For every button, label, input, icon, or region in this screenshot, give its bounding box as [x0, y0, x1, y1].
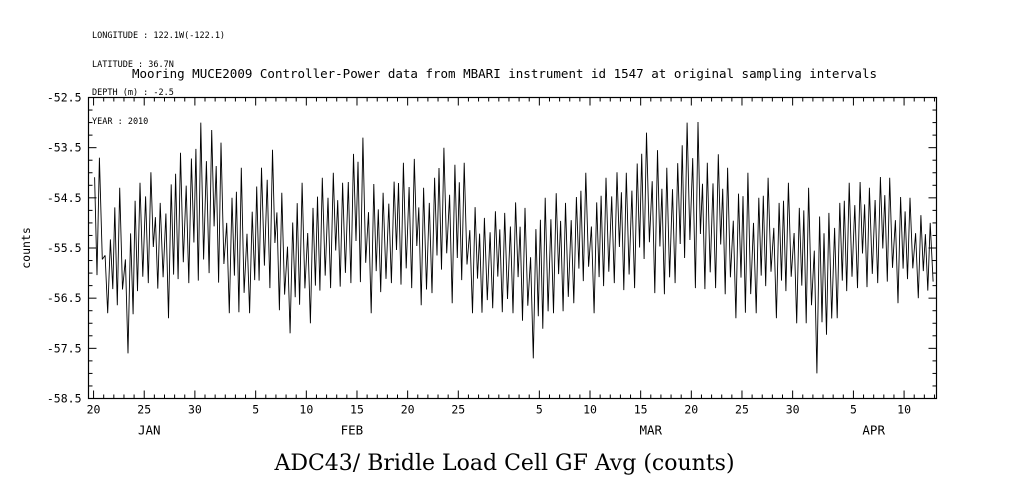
svg-text:-57.5: -57.5 [47, 341, 82, 355]
svg-text:30: 30 [188, 403, 202, 417]
svg-text:5: 5 [536, 403, 543, 417]
svg-text:20: 20 [401, 403, 415, 417]
svg-text:-56.5: -56.5 [47, 291, 82, 305]
chart-footer-title: ADC43/ Bridle Load Cell GF Avg (counts) [274, 451, 735, 476]
svg-text:25: 25 [735, 403, 749, 417]
svg-text:10: 10 [897, 403, 911, 417]
svg-text:-55.5: -55.5 [47, 241, 82, 255]
svg-text:20: 20 [87, 403, 101, 417]
metadata-block: LONGITUDE : 122.1W(-122.1) LATITUDE : 36… [92, 13, 225, 146]
svg-text:-54.5: -54.5 [47, 191, 82, 205]
svg-text:counts: counts [19, 227, 33, 269]
metadata-year: YEAR : 2010 [92, 116, 149, 127]
svg-text:FEB: FEB [341, 423, 364, 438]
svg-text:-58.5: -58.5 [47, 392, 82, 406]
svg-text:30: 30 [786, 403, 800, 417]
plot-title: Mooring MUCE2009 Controller-Power data f… [131, 66, 878, 81]
svg-text:15: 15 [634, 403, 648, 417]
metadata-latitude: LATITUDE : 36.7N [92, 59, 174, 70]
svg-text:10: 10 [299, 403, 313, 417]
svg-text:-53.5: -53.5 [47, 141, 82, 155]
metadata-longitude: LONGITUDE : 122.1W(-122.1) [92, 31, 226, 41]
svg-text:25: 25 [137, 403, 151, 417]
svg-text:20: 20 [684, 403, 698, 417]
svg-text:5: 5 [252, 403, 259, 417]
svg-text:5: 5 [850, 403, 857, 417]
svg-text:MAR: MAR [640, 423, 663, 438]
svg-text:-52.5: -52.5 [47, 91, 82, 105]
svg-text:15: 15 [350, 403, 364, 417]
svg-text:JAN: JAN [138, 423, 161, 438]
metadata-depth: DEPTH (m) : -2.5 [92, 88, 174, 98]
svg-text:25: 25 [451, 403, 465, 417]
svg-text:10: 10 [583, 403, 597, 417]
svg-text:APR: APR [862, 423, 885, 438]
